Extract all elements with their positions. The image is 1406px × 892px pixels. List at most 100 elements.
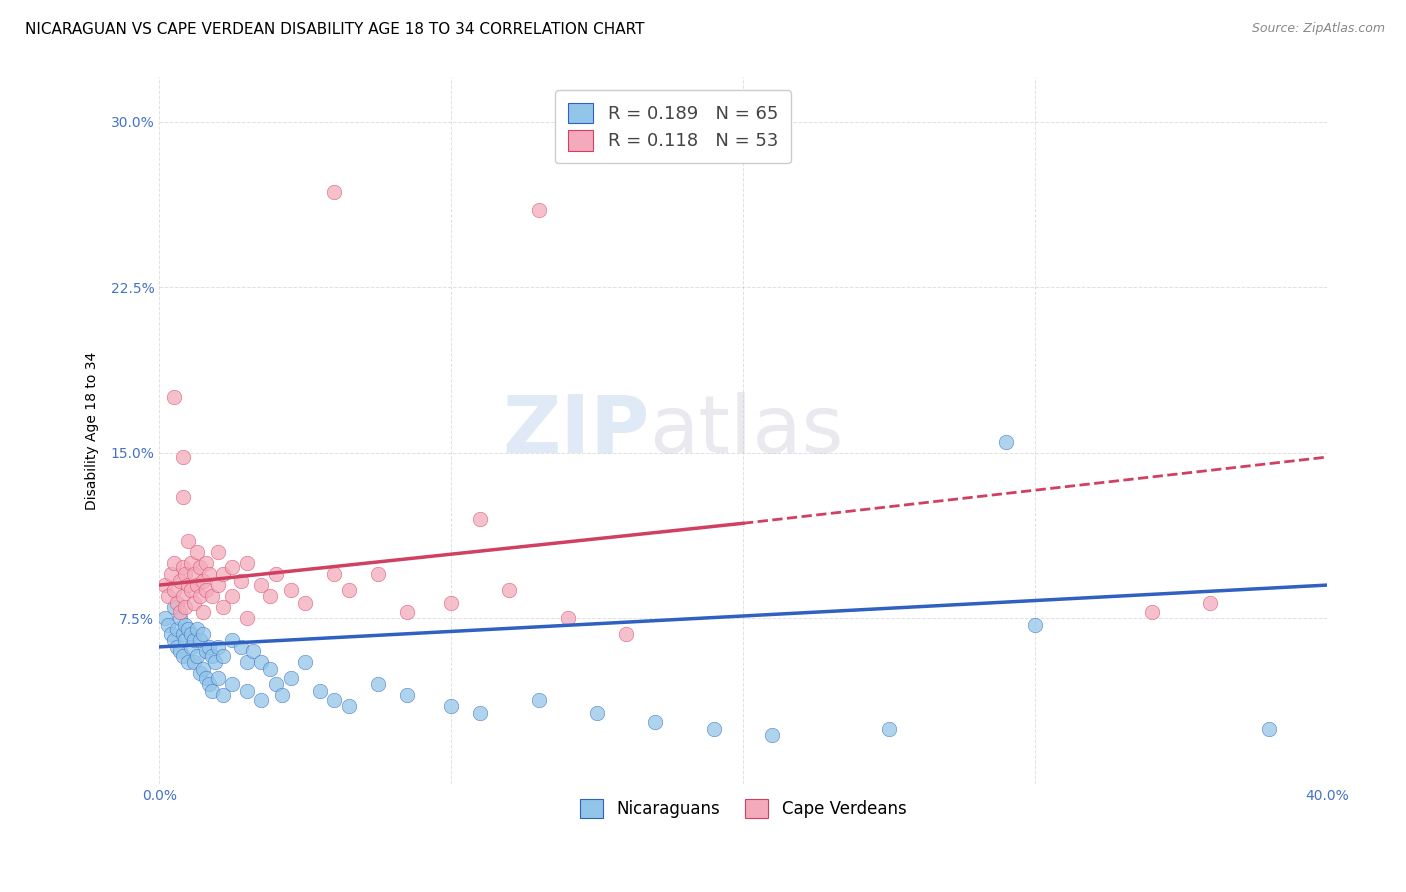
Point	[644, 714, 666, 729]
Point	[270, 689, 292, 703]
Point	[235, 656, 257, 670]
Point	[527, 693, 550, 707]
Point	[207, 578, 229, 592]
Point	[188, 633, 211, 648]
Point	[367, 567, 389, 582]
Point	[761, 728, 783, 742]
Point	[194, 582, 217, 597]
Point	[1140, 605, 1163, 619]
Point	[183, 633, 205, 648]
Point	[186, 578, 208, 592]
Point	[294, 596, 316, 610]
Point	[191, 626, 214, 640]
Point	[177, 578, 200, 592]
Point	[221, 560, 243, 574]
Point	[194, 671, 217, 685]
Point	[308, 684, 330, 698]
Point	[201, 648, 224, 663]
Point	[156, 589, 179, 603]
Point	[212, 567, 235, 582]
Point	[221, 589, 243, 603]
Point	[194, 556, 217, 570]
Point	[174, 567, 197, 582]
Point	[212, 689, 235, 703]
Point	[396, 605, 419, 619]
Point	[557, 611, 579, 625]
Point	[204, 656, 226, 670]
Point	[337, 582, 360, 597]
Point	[163, 582, 186, 597]
Text: ZIP: ZIP	[502, 392, 650, 469]
Point	[250, 578, 273, 592]
Point	[250, 656, 273, 670]
Point	[235, 684, 257, 698]
Point	[169, 605, 191, 619]
Point	[169, 644, 191, 658]
Text: Source: ZipAtlas.com: Source: ZipAtlas.com	[1251, 22, 1385, 36]
Point	[396, 689, 419, 703]
Point	[1199, 596, 1222, 610]
Point	[207, 671, 229, 685]
Point	[186, 622, 208, 636]
Legend: Nicaraguans, Cape Verdeans: Nicaraguans, Cape Verdeans	[574, 792, 912, 825]
Point	[159, 626, 181, 640]
Point	[197, 567, 219, 582]
Point	[212, 648, 235, 663]
Point	[527, 202, 550, 217]
Point	[1024, 617, 1046, 632]
Point	[703, 722, 725, 736]
Point	[188, 560, 211, 574]
Point	[221, 677, 243, 691]
Point	[229, 574, 252, 588]
Point	[174, 633, 197, 648]
Point	[159, 567, 181, 582]
Point	[994, 434, 1017, 449]
Point	[1257, 722, 1279, 736]
Point	[163, 391, 186, 405]
Point	[264, 677, 287, 691]
Point	[337, 699, 360, 714]
Point	[242, 644, 264, 658]
Point	[172, 560, 194, 574]
Point	[440, 699, 463, 714]
Point	[153, 578, 176, 592]
Point	[177, 656, 200, 670]
Point	[153, 611, 176, 625]
Text: atlas: atlas	[650, 392, 844, 469]
Point	[183, 596, 205, 610]
Point	[156, 617, 179, 632]
Point	[180, 640, 202, 654]
Point	[470, 512, 492, 526]
Point	[259, 662, 281, 676]
Point	[180, 582, 202, 597]
Point	[440, 596, 463, 610]
Point	[323, 693, 346, 707]
Point	[586, 706, 609, 720]
Point	[186, 648, 208, 663]
Point	[323, 567, 346, 582]
Point	[191, 574, 214, 588]
Point	[614, 626, 637, 640]
Point	[163, 633, 186, 648]
Point	[470, 706, 492, 720]
Point	[163, 556, 186, 570]
Point	[207, 545, 229, 559]
Point	[212, 600, 235, 615]
Point	[172, 589, 194, 603]
Point	[294, 656, 316, 670]
Point	[174, 617, 197, 632]
Point	[221, 633, 243, 648]
Point	[180, 626, 202, 640]
Point	[259, 589, 281, 603]
Point	[498, 582, 520, 597]
Point	[169, 574, 191, 588]
Point	[194, 644, 217, 658]
Point	[250, 693, 273, 707]
Point	[166, 596, 188, 610]
Point	[166, 640, 188, 654]
Point	[280, 582, 302, 597]
Point	[180, 556, 202, 570]
Point	[169, 611, 191, 625]
Text: NICARAGUAN VS CAPE VERDEAN DISABILITY AGE 18 TO 34 CORRELATION CHART: NICARAGUAN VS CAPE VERDEAN DISABILITY AG…	[25, 22, 645, 37]
Point	[197, 640, 219, 654]
